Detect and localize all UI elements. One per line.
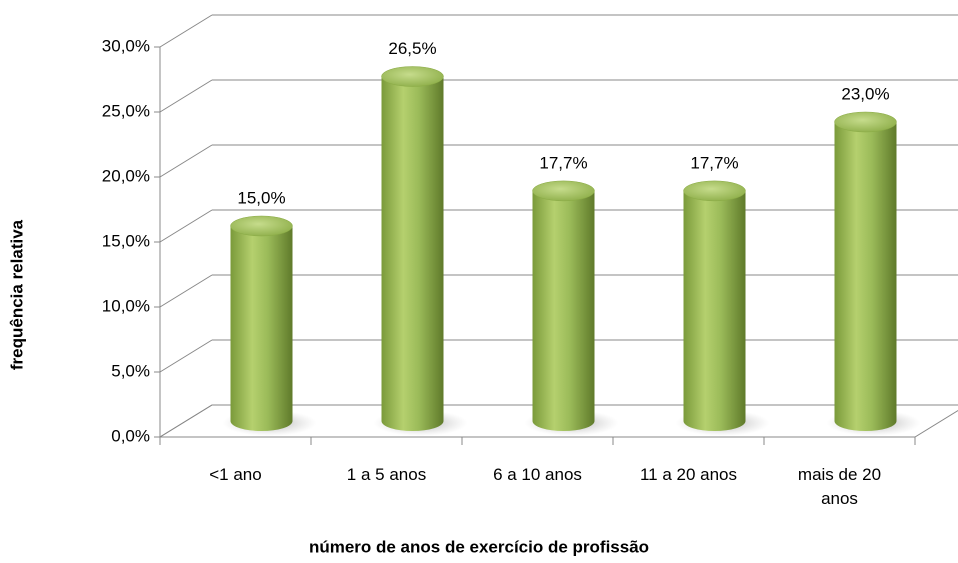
x-tick-label: <1 ano (209, 465, 262, 484)
value-label: 15,0% (237, 188, 285, 207)
x-tick-label: mais de 20 anos (797, 465, 882, 508)
grid-line (159, 339, 213, 373)
grid-line (159, 404, 213, 438)
y-tick-label: 15,0% (102, 231, 150, 250)
grid-line (159, 14, 213, 48)
grid-line (159, 274, 213, 308)
bar (230, 226, 293, 432)
bar-top (230, 215, 293, 237)
grid-line (159, 144, 213, 178)
x-tick-label: 6 a 10 anos (493, 465, 582, 484)
grid-line (159, 209, 213, 243)
bar (381, 76, 444, 432)
value-label: 17,7% (539, 153, 587, 172)
grid-line (159, 79, 213, 113)
bar (683, 190, 746, 432)
x-tick-label: 11 a 20 anos (639, 465, 738, 484)
bar (532, 190, 595, 432)
bar-top (683, 180, 746, 202)
bar-top (532, 180, 595, 202)
value-label: 17,7% (690, 153, 738, 172)
y-axis-title: frequência relativa (7, 219, 26, 370)
bar-top (834, 111, 897, 133)
y-tick-label: 25,0% (102, 101, 150, 120)
bar (834, 122, 897, 432)
x-axis-title: número de anos de exercício de profissão (309, 537, 649, 556)
x-tick-label: 1 a 5 anos (346, 465, 427, 484)
y-tick-label: 0,0% (111, 426, 150, 445)
value-label: 23,0% (841, 84, 889, 103)
y-tick-label: 20,0% (102, 166, 150, 185)
value-label: 26,5% (388, 39, 436, 58)
y-tick-label: 10,0% (102, 296, 150, 315)
y-tick-label: 5,0% (111, 361, 150, 380)
y-tick-label: 30,0% (102, 36, 150, 55)
bar-top (381, 66, 444, 87)
